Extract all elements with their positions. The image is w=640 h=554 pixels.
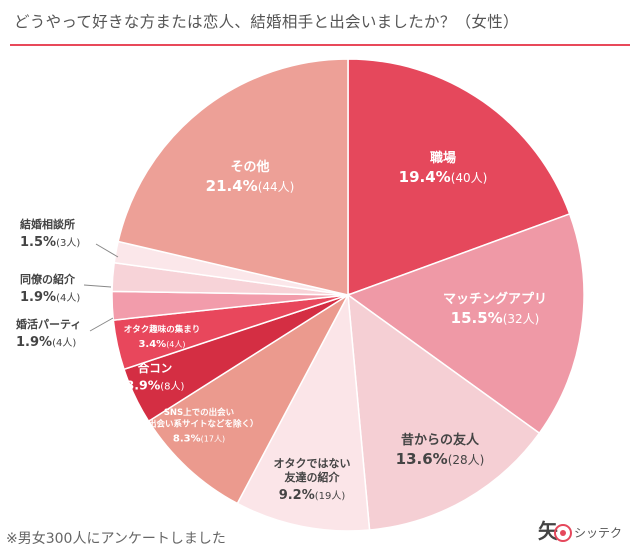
leader-line	[89, 317, 114, 332]
pie-slice	[117, 58, 349, 296]
slice-value: 1.9%(4人)	[16, 335, 76, 350]
slice-label: 友達の紹介	[285, 470, 341, 484]
slice-label: 合コン	[138, 361, 173, 375]
slice-label: オタクではない	[274, 457, 351, 470]
slice-value: 19.4%(40人)	[399, 168, 488, 186]
slice-label: 同僚の紹介	[20, 272, 76, 286]
slice-label: 婚活パーティ	[16, 317, 81, 331]
slice-label: （出会い系サイトなどを除く）	[139, 419, 258, 430]
logo-mark-icon: 矢	[538, 519, 572, 543]
svg-text:矢: 矢	[538, 519, 559, 543]
slice-label: マッチングアプリ	[443, 291, 547, 307]
footnote: ※男女300人にアンケートしました	[6, 531, 226, 547]
slice-value: 3.9%(8人)	[126, 378, 185, 393]
pie-slice	[347, 58, 571, 297]
slice-value: 13.6%(28人)	[396, 450, 485, 468]
slice-label: オタク趣味の集まり	[124, 324, 201, 335]
slice-value: 9.2%(19人)	[279, 488, 346, 503]
pie-slice	[346, 212, 585, 435]
slice-label: SNS上での出会い	[164, 407, 234, 418]
slice-value: 1.5%(3人)	[20, 235, 80, 250]
slice-label: その他	[230, 159, 269, 175]
slice-label: 昔からの友人	[401, 432, 480, 448]
slice-label: 結婚相談所	[20, 217, 75, 231]
slice-value: 21.4%(44人)	[206, 177, 295, 195]
logo-text: シッテク	[574, 526, 623, 540]
slice-value: 3.4%(4人)	[138, 339, 185, 350]
leader-line	[95, 243, 119, 258]
logo: 矢 シッテク	[536, 514, 636, 548]
title-underline	[10, 44, 630, 46]
slice-value: 1.9%(4人)	[20, 290, 80, 305]
pie-slice	[147, 292, 350, 505]
slice-value: 8.3%(17人)	[173, 434, 225, 445]
leader-line	[83, 284, 112, 288]
pie-slice	[236, 292, 371, 532]
slice-label: 職場	[430, 150, 456, 166]
slice-value: 15.5%(32人)	[451, 309, 540, 327]
pie-slice	[347, 293, 541, 531]
chart-title: どうやって好きな方または恋人、結婚相手と出会いましたか？（女性）	[14, 13, 519, 31]
